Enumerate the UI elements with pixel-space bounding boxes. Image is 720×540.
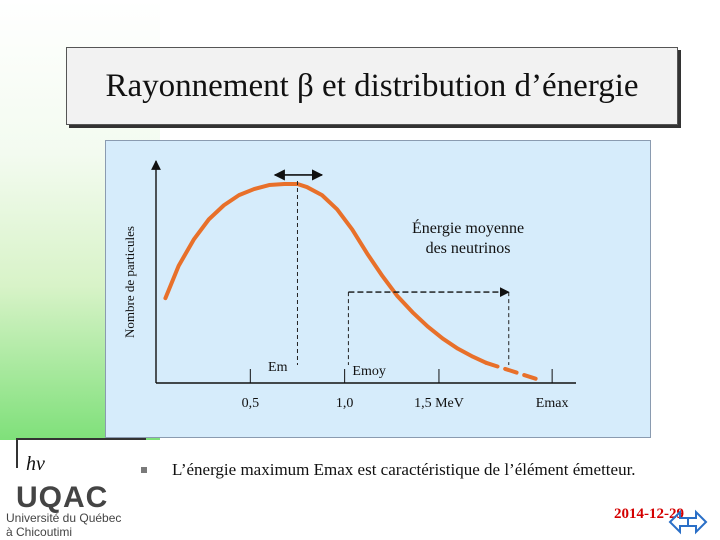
hv-label: hν — [26, 453, 45, 475]
bullet-text: L’énergie maximum Emax est caractéristiq… — [172, 460, 636, 479]
x-tick-label: 1,0 — [336, 396, 354, 411]
emoy-label: Emoy — [352, 364, 385, 379]
hv-divider-vertical — [16, 438, 18, 468]
title-box: Rayonnement β et distribution d’énergie — [66, 47, 678, 125]
x-tick-label: Emax — [536, 396, 569, 411]
annotations: Em Emoy Énergie moyenne des neutrinos — [268, 169, 524, 379]
uqac-logo: UQAC — [16, 481, 109, 514]
series-line-dashed — [484, 360, 545, 383]
chart-panel: 0,5 1,0 1,5 MeV Emax Em Emoy Énergie moyenne d… — [105, 140, 651, 438]
series-curves — [163, 182, 545, 383]
energy-distribution-chart: 0,5 1,0 1,5 MeV Emax Em Emoy Énergie moyenne d… — [122, 160, 576, 411]
bullet-icon — [141, 467, 147, 473]
emoy-note-line-2: des neutrinos — [426, 240, 511, 257]
x-tick-label: 0,5 — [242, 396, 260, 411]
x-ticks: 0,5 1,0 1,5 MeV Emax — [242, 369, 569, 411]
logo-line-1: Université du Québec — [6, 511, 122, 525]
x-tick-label: 1,5 MeV — [414, 396, 464, 411]
em-label: Em — [268, 360, 288, 375]
logo-line-2: à Chicoutimi — [6, 525, 73, 539]
hv-divider — [16, 438, 146, 440]
y-axis-label: Nombre de particules — [122, 226, 137, 338]
nav-arrows-icon[interactable] — [668, 508, 708, 536]
emoy-note-line-1: Énergie moyenne — [412, 218, 524, 237]
slide-date: 2014-12-29 — [614, 506, 684, 522]
slide-title: Rayonnement β et distribution d’énergie — [105, 67, 639, 104]
series-line — [163, 182, 489, 365]
